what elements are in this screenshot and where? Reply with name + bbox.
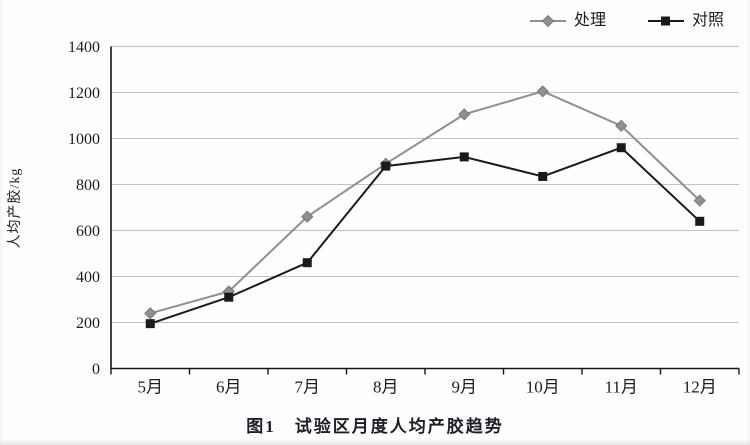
data-point-diamond	[301, 210, 314, 223]
data-point-square	[145, 319, 155, 329]
x-tick-label: 12月	[683, 378, 717, 397]
line-chart: 0 200 400 600 800 1000 1200 1400 5月 6月 7月 8月 9月 10月 11…	[68, 39, 740, 397]
figure-caption: 图1 试验区月度人均产胶趋势	[246, 417, 504, 436]
y-tick-label: 1200	[68, 85, 100, 102]
series-line-对照	[149, 146, 701, 325]
data-point-square	[381, 161, 391, 171]
chart-legend: 处理 对照	[529, 12, 724, 29]
data-point-diamond	[693, 194, 706, 207]
y-tick-label: 600	[76, 223, 100, 240]
square-marker-icon	[647, 16, 684, 26]
data-point-diamond	[144, 307, 157, 320]
y-axis-title: 人均产胶/kg	[8, 167, 23, 249]
diamond-marker-icon	[529, 15, 566, 27]
data-point-square	[695, 216, 705, 226]
data-point-square	[224, 292, 234, 302]
data-point-diamond	[615, 119, 628, 132]
y-tick-label: 0	[92, 361, 100, 378]
data-point-diamond	[458, 108, 471, 121]
legend-label-treatment: 处理	[573, 12, 606, 29]
data-point-diamond	[536, 85, 549, 98]
data-point-square	[459, 152, 469, 162]
y-tick-label: 200	[76, 315, 100, 332]
x-tick-label: 8月	[373, 378, 399, 397]
y-tick-label: 400	[76, 269, 100, 286]
x-tick-label: 11月	[605, 378, 638, 397]
x-tick-label: 5月	[138, 378, 164, 397]
legend-item-control: 对照	[647, 12, 724, 29]
x-tick-label: 9月	[452, 378, 478, 397]
y-tick-label: 1000	[68, 131, 100, 148]
y-tick-label: 1400	[68, 39, 100, 56]
data-point-square	[616, 143, 626, 153]
legend-item-treatment: 处理	[529, 12, 606, 29]
legend-label-control: 对照	[691, 12, 724, 29]
x-tick-label: 7月	[295, 378, 321, 397]
y-tick-label: 800	[76, 177, 100, 194]
x-tick-label: 10月	[526, 378, 560, 397]
data-point-square	[538, 171, 548, 181]
data-point-square	[302, 258, 312, 268]
series-line-处理	[149, 90, 701, 315]
x-tick-label: 6月	[216, 378, 242, 397]
